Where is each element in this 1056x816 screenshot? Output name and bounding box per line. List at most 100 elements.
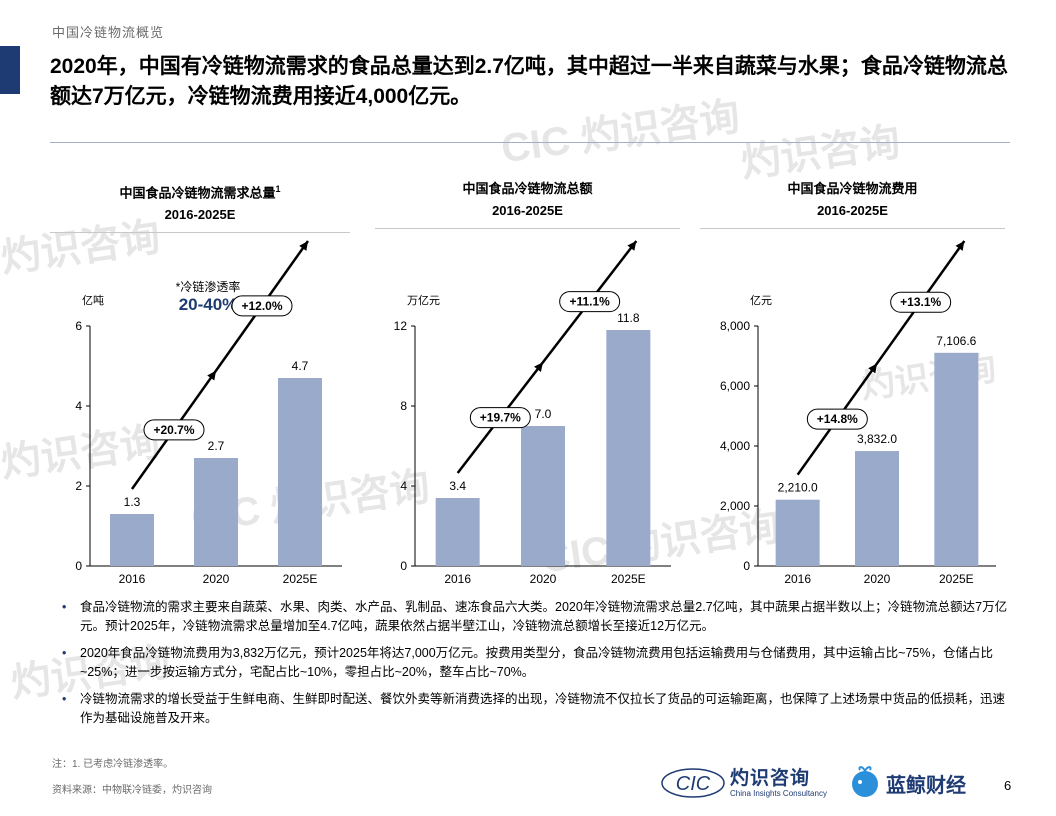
trend-arrow-head (299, 241, 308, 251)
bar (110, 514, 154, 566)
chart-subtitle: 2016-2025E (164, 207, 236, 223)
growth-badge (231, 295, 293, 317)
x-tick-label: 2025E (283, 572, 318, 586)
trend-arrow-mid-head (207, 370, 216, 381)
footnote: 注：1. 已考虑冷链渗透率。 (52, 759, 174, 770)
bullet-item: 2020年食品冷链物流费用为3,832万亿元，预计2025年将达7,000万亿元… (62, 644, 1012, 682)
bar-value-label: 11.8 (617, 311, 640, 325)
y-tick-label: 0 (400, 559, 407, 573)
y-tick-label: 6 (75, 319, 82, 333)
growth-label: +14.8% (817, 412, 858, 426)
bar (278, 378, 322, 566)
bar (435, 498, 480, 566)
growth-label: +20.7% (153, 423, 194, 437)
y-tick-label: 0 (743, 559, 750, 573)
y-tick-label: 6,000 (720, 379, 750, 393)
bar (855, 451, 899, 566)
trend-arrow-mid-head (534, 362, 543, 372)
y-tick-label: 12 (394, 319, 408, 333)
chart-subtitle: 2016-2025E (492, 203, 563, 218)
y-tick-label: 2,000 (720, 499, 750, 513)
cic-logo-en: China Insights Consultancy (730, 789, 827, 798)
chart-title-underline (700, 228, 1005, 229)
growth-label: +12.0% (241, 299, 282, 313)
watermark-brand: CIC (498, 118, 574, 172)
bar-chart-cost: 亿元 0 2,000 4,000 6,000 8,000 2,210.0 2016 3,832.… (720, 240, 996, 586)
x-tick-label: 2020 (530, 572, 557, 586)
growth-badge (559, 291, 621, 313)
growth-label: +19.7% (480, 411, 521, 425)
trend-arrow-mid-head (868, 363, 877, 374)
cic-logo: CIC 灼识咨询 China Insights Consultancy (660, 763, 840, 803)
chart-title-footnote: 1 (275, 184, 281, 194)
penetration-annotation: *冷链渗透率 20-40% (148, 278, 268, 315)
page-headline: 2020年，中国有冷链物流需求的食品总量达到2.7亿吨，其中超过一半来自蔬菜与水… (50, 55, 1008, 108)
y-tick-label: 0 (75, 559, 82, 573)
y-axis-unit: 亿吨 (82, 294, 104, 307)
chart-title-text: 中国食品冷链物流需求总量 (119, 185, 276, 201)
x-tick-label: 2020 (864, 572, 891, 586)
chart-subtitle: 2016-2025E (817, 203, 888, 218)
section-label: 中国冷链物流概览 (52, 25, 165, 40)
chart-title: 中国食品冷链物流需求总量1 (50, 178, 350, 204)
bullet-list: 食品冷链物流的需求主要来自蔬菜、水果、肉类、水产品、乳制品、速冻食品六大类。20… (62, 598, 1012, 736)
bar-value-label: 7,106.6 (936, 334, 976, 348)
y-tick-label: 8 (400, 399, 407, 413)
growth-badge (806, 408, 868, 430)
bar (775, 499, 820, 566)
x-tick-label: 2016 (444, 572, 471, 586)
source-note: 资料来源：中物联冷链委，灼识咨询 (52, 785, 212, 796)
cic-logo-ring (661, 768, 725, 798)
bar-value-label: 3,832.0 (857, 432, 897, 446)
trend-arrow-line (130, 240, 310, 490)
y-axis-unit: 亿元 (750, 294, 772, 307)
trend-arrow-head (627, 241, 637, 251)
bar (934, 352, 979, 566)
bullet-item: 冷链物流需求的增长受益于生鲜电商、生鲜即时配送、餐饮外卖等新消费选择的出现，冷链… (62, 690, 1012, 728)
trend-arrow-head (955, 241, 965, 251)
bar-value-label: 3.4 (449, 479, 466, 493)
x-tick-label: 2025E (611, 572, 646, 586)
y-tick-label: 4,000 (720, 439, 750, 453)
bar-value-label: 1.3 (124, 495, 141, 509)
watermark: 灼识咨询 (737, 109, 904, 189)
y-axis-unit: 万亿元 (407, 294, 440, 307)
cic-logo-mark: CIC (661, 768, 725, 798)
whale-logo-text: 蓝鲸财经 (886, 775, 966, 797)
x-tick-label: 2020 (203, 572, 230, 586)
bar-value-label: 2.7 (208, 439, 225, 453)
x-tick-label: 2016 (784, 572, 811, 586)
y-tick-label: 4 (400, 479, 407, 493)
divider (50, 142, 1010, 143)
cic-logo-letters: CIC (676, 773, 711, 795)
bar-value-label: 7.0 (535, 407, 552, 421)
chart-title: 中国食品冷链物流费用 (787, 181, 918, 196)
bar-value-label: 4.7 (292, 359, 309, 373)
watermark-cn: 灼识咨询 (738, 120, 903, 186)
bar (521, 426, 565, 566)
chart-panel-demand: 中国食品冷链物流需求总量1 2016-2025E *冷链渗透率 20-40% 亿… (50, 178, 350, 586)
penetration-value: 20-40% (178, 295, 238, 314)
y-tick-label: 4 (75, 399, 82, 413)
growth-badge (143, 419, 205, 441)
chart-title: 中国食品冷链物流总额 (462, 181, 593, 196)
whale-icon (852, 766, 878, 797)
y-tick-label: 2 (75, 479, 82, 493)
bar (606, 330, 651, 566)
growth-badge (469, 407, 531, 429)
chart-panel-total-value: 中国食品冷链物流总额 2016-2025E 万亿元 0 4 8 12 3.4 2016 7.0… (375, 178, 680, 586)
x-tick-label: 2025E (939, 572, 974, 586)
bar-chart-total-value: 万亿元 0 4 8 12 3.4 2016 7.0 2020 11.8 2025E +19.7% +11… (394, 240, 671, 586)
trend-arrow-line (456, 240, 638, 474)
chart-title-underline (375, 228, 680, 229)
y-tick-label: 8,000 (720, 319, 750, 333)
x-tick-label: 2016 (119, 572, 146, 586)
whale-logo: 蓝鲸财经 (848, 763, 988, 803)
cic-logo-cn: 灼识咨询 (730, 768, 811, 789)
bar (194, 458, 238, 566)
page-number: 6 (1004, 778, 1012, 793)
bar-value-label: 2,210.0 (778, 481, 818, 495)
trend-arrow-line (796, 240, 966, 476)
growth-label: +13.1% (900, 295, 941, 309)
bullet-item: 食品冷链物流的需求主要来自蔬菜、水果、肉类、水产品、乳制品、速冻食品六大类。20… (62, 598, 1012, 636)
